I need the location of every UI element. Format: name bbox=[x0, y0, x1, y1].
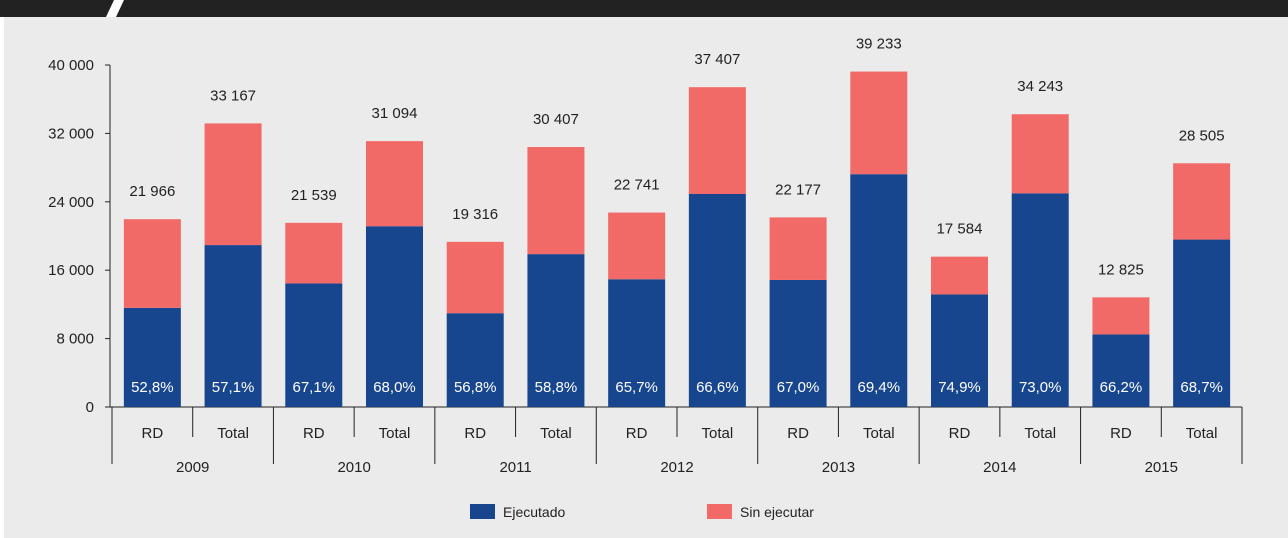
bar-ejecutado bbox=[608, 279, 666, 407]
bar-ejecutado bbox=[1011, 193, 1069, 407]
percent-label: 56,8% bbox=[454, 379, 497, 396]
category-label: RD bbox=[1110, 425, 1132, 442]
bar-ejecutado bbox=[285, 283, 343, 407]
category-label: Total bbox=[702, 425, 734, 442]
total-label: 22 177 bbox=[775, 181, 821, 198]
category-label: RD bbox=[949, 425, 971, 442]
bar-ejecutado bbox=[688, 193, 746, 407]
bar-sin-ejecutar bbox=[688, 87, 746, 194]
total-label: 21 539 bbox=[291, 187, 337, 204]
percent-label: 74,9% bbox=[938, 379, 981, 396]
percent-label: 57,1% bbox=[212, 379, 255, 396]
top-banner bbox=[0, 0, 1288, 17]
bar-sin-ejecutar bbox=[1011, 114, 1069, 194]
bar-ejecutado bbox=[931, 294, 988, 407]
group-label: 2009 bbox=[176, 459, 209, 476]
legend-swatch bbox=[707, 504, 732, 519]
category-label: Total bbox=[863, 425, 895, 442]
y-tick-label: 24 000 bbox=[48, 194, 94, 211]
total-label: 39 233 bbox=[856, 36, 902, 53]
banner-left-block bbox=[0, 0, 114, 17]
category-label: RD bbox=[142, 425, 164, 442]
stacked-bar-chart: 0 8 000 16 000 24 000 32 000 40 000 21 966 52,… bbox=[48, 36, 1243, 520]
total-label: 30 407 bbox=[533, 111, 579, 128]
legend-label: Ejecutado bbox=[503, 504, 565, 520]
percent-label: 58,8% bbox=[535, 379, 578, 396]
y-tick-label: 32 000 bbox=[48, 125, 94, 142]
group-label: 2010 bbox=[337, 459, 370, 476]
percent-label: 66,2% bbox=[1100, 379, 1143, 396]
percent-label: 67,1% bbox=[293, 379, 336, 396]
bar-sin-ejecutar bbox=[285, 222, 343, 284]
bar-sin-ejecutar bbox=[608, 212, 666, 280]
bar-sin-ejecutar bbox=[366, 141, 423, 227]
percent-label: 68,7% bbox=[1180, 379, 1223, 396]
percent-label: 69,4% bbox=[858, 379, 901, 396]
category-label: Total bbox=[217, 425, 249, 442]
chart-panel: 0 8 000 16 000 24 000 32 000 40 000 21 966 52,… bbox=[4, 17, 1288, 538]
legend-swatch bbox=[470, 504, 495, 519]
y-tick-label: 40 000 bbox=[48, 57, 94, 74]
bar-sin-ejecutar bbox=[931, 256, 988, 295]
group-label: 2013 bbox=[822, 459, 855, 476]
total-label: 21 966 bbox=[129, 183, 175, 200]
category-label: RD bbox=[303, 425, 325, 442]
total-label: 34 243 bbox=[1017, 78, 1063, 95]
group-label: 2014 bbox=[983, 459, 1016, 476]
bar-ejecutado bbox=[1092, 334, 1150, 407]
total-label: 22 741 bbox=[614, 177, 660, 194]
y-tick-label: 16 000 bbox=[48, 262, 94, 279]
total-label: 33 167 bbox=[210, 87, 256, 104]
category-label: RD bbox=[787, 425, 809, 442]
bar-ejecutado bbox=[123, 307, 181, 407]
bar-sin-ejecutar bbox=[850, 71, 908, 175]
y-tick-label: 0 bbox=[86, 399, 94, 416]
category-label: Total bbox=[1186, 425, 1218, 442]
top-banner-shape bbox=[0, 0, 1288, 17]
bar-ejecutado bbox=[769, 279, 827, 407]
legend: Ejecutado Sin ejecutar bbox=[470, 504, 814, 520]
bar-sin-ejecutar bbox=[204, 123, 262, 246]
percent-label: 52,8% bbox=[131, 379, 174, 396]
percent-label: 68,0% bbox=[373, 379, 416, 396]
percent-label: 73,0% bbox=[1019, 379, 1062, 396]
percent-label: 67,0% bbox=[777, 379, 820, 396]
bars bbox=[123, 71, 1231, 407]
legend-label: Sin ejecutar bbox=[740, 504, 814, 520]
y-tick-label: 8 000 bbox=[56, 331, 94, 348]
bar-ejecutado bbox=[446, 313, 504, 407]
group-label: 2011 bbox=[499, 459, 531, 476]
percent-label: 66,6% bbox=[696, 379, 739, 396]
total-label: 28 505 bbox=[1179, 127, 1225, 144]
total-label: 17 584 bbox=[937, 221, 983, 238]
bar-ejecutado bbox=[366, 226, 423, 407]
total-label: 12 825 bbox=[1098, 261, 1144, 278]
total-label: 37 407 bbox=[694, 51, 740, 68]
bar-ejecutado bbox=[850, 174, 908, 407]
category-label: Total bbox=[379, 425, 411, 442]
group-label: 2015 bbox=[1145, 459, 1178, 476]
bar-ejecutado bbox=[1173, 239, 1231, 407]
bar-sin-ejecutar bbox=[446, 241, 504, 314]
bar-ejecutado bbox=[204, 245, 262, 407]
bar-sin-ejecutar bbox=[123, 219, 181, 308]
total-label: 31 094 bbox=[372, 105, 418, 122]
category-label: RD bbox=[626, 425, 648, 442]
group-label: 2012 bbox=[660, 459, 693, 476]
bar-sin-ejecutar bbox=[769, 217, 827, 280]
labels: 21 966 52,8% 33 167 57,1% 21 539 67,1% 31 094 6… bbox=[129, 36, 1224, 476]
category-label: Total bbox=[540, 425, 572, 442]
total-label: 19 316 bbox=[452, 206, 498, 223]
bar-sin-ejecutar bbox=[527, 147, 585, 255]
bar-ejecutado bbox=[527, 254, 585, 407]
percent-label: 65,7% bbox=[615, 379, 658, 396]
banner-right-block bbox=[116, 0, 1288, 17]
category-label: RD bbox=[464, 425, 486, 442]
bar-sin-ejecutar bbox=[1173, 163, 1231, 240]
bar-sin-ejecutar bbox=[1092, 297, 1150, 335]
category-label: Total bbox=[1024, 425, 1056, 442]
